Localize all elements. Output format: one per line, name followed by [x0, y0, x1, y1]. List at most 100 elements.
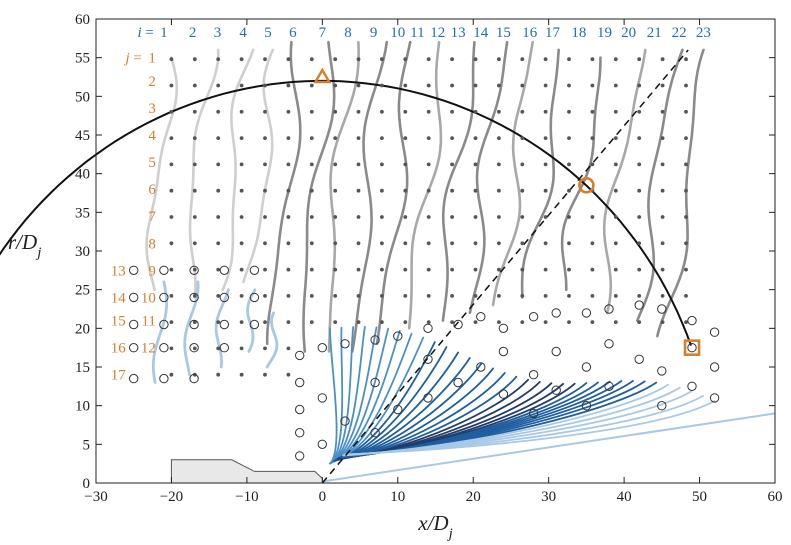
i-index-label: 4 — [239, 25, 247, 41]
i-index-label: 14 — [473, 25, 489, 41]
grid-point — [239, 267, 244, 272]
streamline-blue — [331, 327, 390, 464]
i-index-label: 6 — [289, 25, 297, 41]
grid-point — [286, 162, 291, 167]
grid-point — [239, 136, 244, 141]
y-tick-label: 35 — [75, 205, 90, 221]
grid-point — [660, 136, 665, 141]
grid-point — [263, 372, 267, 377]
grid-point — [450, 83, 454, 88]
grid-point — [356, 188, 361, 193]
streamline-blue — [329, 327, 338, 465]
grid-point — [309, 188, 314, 193]
grid-point — [239, 162, 244, 167]
grid-point — [473, 241, 478, 246]
grid-point — [286, 267, 291, 272]
x-tick-label: 60 — [768, 489, 783, 505]
grid-point — [239, 83, 244, 88]
j-index-prefix-eq: = — [130, 51, 142, 67]
open-point — [657, 366, 667, 376]
streamline-gray — [441, 40, 476, 322]
j-index-label: 1 — [148, 51, 156, 67]
grid-point — [333, 241, 338, 246]
grid-point — [216, 372, 221, 377]
grid-point — [613, 267, 618, 272]
open-point — [317, 393, 327, 403]
open-point — [528, 312, 539, 322]
grid-point — [286, 215, 291, 219]
grid-point — [380, 267, 384, 272]
grid-point — [216, 346, 221, 351]
grid-point — [426, 162, 431, 167]
grid-point — [403, 57, 408, 62]
grid-point — [637, 267, 642, 272]
grid-point — [333, 83, 338, 88]
open-point — [581, 362, 592, 372]
open-point — [687, 315, 697, 326]
grid-point — [567, 57, 571, 62]
grid-point — [216, 215, 221, 219]
grid-point — [520, 57, 525, 62]
grid-point — [450, 136, 454, 141]
grid-point — [263, 162, 267, 167]
grid-point — [192, 215, 197, 219]
grid-point — [684, 57, 688, 62]
streamline-blue — [330, 326, 378, 464]
open-point — [551, 346, 561, 357]
open-point — [295, 377, 305, 388]
open-point — [423, 393, 433, 403]
grid-point — [380, 241, 384, 246]
open-point — [295, 428, 305, 438]
open-point — [249, 265, 260, 275]
grid-point — [543, 320, 548, 324]
y-tick-label: 0 — [83, 476, 91, 492]
grid-point — [543, 162, 548, 167]
grid-point — [637, 162, 642, 167]
open-point — [159, 343, 169, 353]
grid-point — [309, 294, 314, 298]
grid-point — [543, 294, 548, 298]
grid-point — [192, 188, 197, 193]
open-point — [317, 343, 327, 353]
grid-point — [192, 346, 197, 351]
open-point — [528, 408, 539, 419]
grid-point — [660, 57, 665, 62]
grid-point — [263, 215, 267, 219]
i-index-label: 23 — [696, 25, 711, 41]
grid-point — [380, 57, 384, 62]
streamline-gray — [188, 48, 220, 299]
open-point — [498, 346, 509, 357]
grid-point — [613, 294, 618, 298]
open-point — [219, 319, 230, 330]
grid-point — [239, 57, 244, 62]
grid-point — [169, 188, 174, 193]
i-index-prefix-letter: i — [138, 25, 142, 41]
i-index-label: 18 — [571, 25, 586, 41]
grid-point — [660, 109, 665, 114]
j-index-label: 11 — [141, 314, 155, 330]
grid-point — [286, 294, 291, 298]
grid-point — [567, 109, 571, 114]
grid-point — [497, 109, 501, 114]
i-index-label: 2 — [189, 25, 197, 41]
grid-point — [497, 320, 501, 324]
j-index-label: 4 — [148, 128, 156, 144]
grid-point — [169, 241, 174, 246]
grid-point — [450, 241, 454, 246]
grid-point — [333, 267, 338, 272]
grid-point — [309, 267, 314, 272]
grid-point — [520, 241, 525, 246]
grid-point — [169, 215, 174, 219]
grid-point — [356, 162, 361, 167]
grid-point — [263, 346, 267, 351]
grid-point — [169, 162, 174, 167]
grid-point — [660, 267, 665, 272]
grid-point — [567, 320, 571, 324]
grid-point — [286, 241, 291, 246]
grid-point — [684, 136, 688, 141]
streamline-lightblue — [214, 288, 230, 369]
y-tick-label: 10 — [75, 399, 90, 415]
grid-point — [263, 320, 267, 324]
streamline-gray — [265, 40, 302, 346]
open-point — [709, 362, 720, 372]
